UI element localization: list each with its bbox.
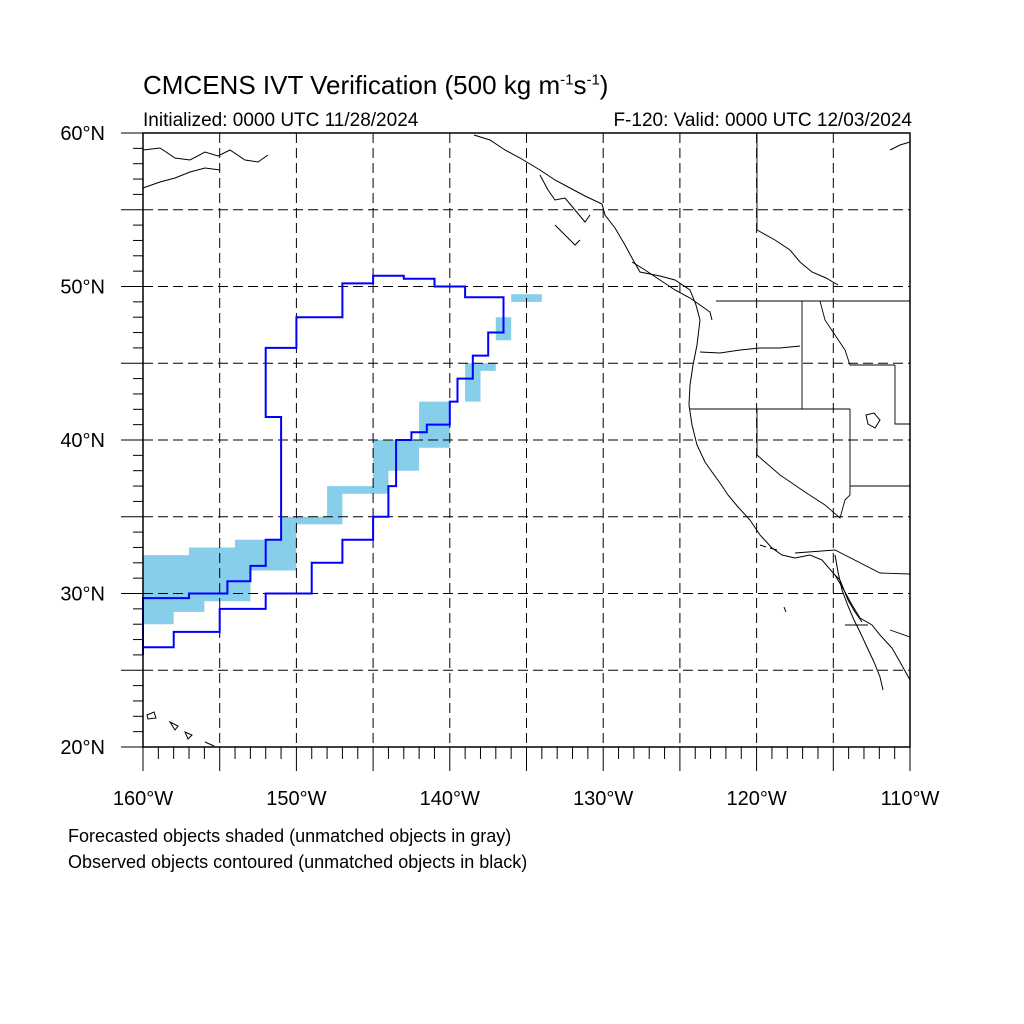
observed-object-layer [142,274,505,655]
coastline-hudson [756,141,911,286]
coastline-panhandle [539,174,591,246]
lon-label: 160°W [113,788,173,810]
lat-lon-grid [143,133,910,747]
lat-label: 40°N [60,430,105,452]
caption-forecast: Forecasted objects shaded (unmatched obj… [68,826,512,846]
caption-observed: Observed objects contoured (unmatched ob… [68,852,528,872]
lat-label: 60°N [60,123,105,145]
coastline-channel-islands [759,544,787,613]
nevada-california-border [756,409,851,519]
lon-label: 110°W [881,788,940,810]
coastline-baja [834,554,884,691]
coastline-vancouver-island [631,261,713,321]
political-borders [690,133,911,638]
map-frame [121,132,911,771]
forecast-object [143,281,542,632]
lon-label: 150°W [266,788,326,810]
lon-label: 140°W [420,788,480,810]
forecast-object-layer [143,281,542,632]
chart-title: CMCENS IVT Verification (500 kg m-1s-1) [143,70,609,100]
us-mexico-border [794,549,911,575]
valid-time: F-120: Valid: 0000 UTC 12/03/2024 [613,110,912,131]
coastline-layer [142,134,911,747]
coastline-north-america [473,134,911,681]
washington-oregon-border [699,345,801,354]
utah-border [850,365,910,487]
lon-label: 120°W [726,788,786,810]
great-salt-lake [865,412,881,429]
lat-label: 50°N [60,277,105,299]
lat-label: 30°N [60,584,105,606]
coastline-alaska [142,147,269,189]
observed-object-contour [142,274,505,655]
lon-label: 130°W [573,788,633,810]
mexico-states-border [845,624,911,638]
coastline-hawaii [146,711,215,747]
lat-label: 20°N [60,737,105,759]
axis-labels: 60°N 50°N 40°N 30°N 20°N 160°W 150°W 140°W 130°W… [60,123,939,810]
montana-idaho-border [819,300,895,366]
initialized-time: Initialized: 0000 UTC 11/28/2024 [143,110,419,131]
